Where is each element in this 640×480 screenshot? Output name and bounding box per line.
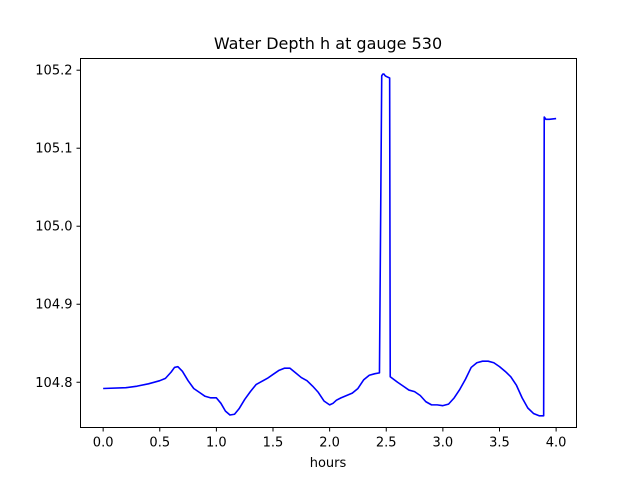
axes-frame [80,58,577,428]
y-tick-label: 105.2 [35,64,72,79]
chart-title: Water Depth h at gauge 530 [214,34,442,53]
x-tick-label: 0.5 [149,436,170,451]
x-tick-label: 2.5 [376,436,397,451]
x-tick-label: 1.5 [263,436,284,451]
x-tick-label: 4.0 [546,436,567,451]
x-tick-label: 0.0 [93,436,114,451]
x-tick-label: 3.0 [433,436,454,451]
y-tick-label: 105.0 [35,220,72,235]
x-tick-label: 3.5 [489,436,510,451]
x-axis-label: hours [310,456,347,471]
x-tick-label: 1.0 [206,436,227,451]
series-layer [103,73,557,417]
y-tick-label: 104.8 [35,376,72,391]
x-axis: 0.0 0.5 1.0 1.5 2.0 2.5 3.0 3.5 4.0 [93,427,567,451]
y-tick-label: 104.9 [35,298,72,313]
y-tick-label: 105.1 [35,142,72,157]
x-tick-label: 2.0 [319,436,340,451]
y-axis: 104.8 104.9 105.0 105.1 105.2 [35,64,81,391]
series-line-0 [103,73,557,417]
